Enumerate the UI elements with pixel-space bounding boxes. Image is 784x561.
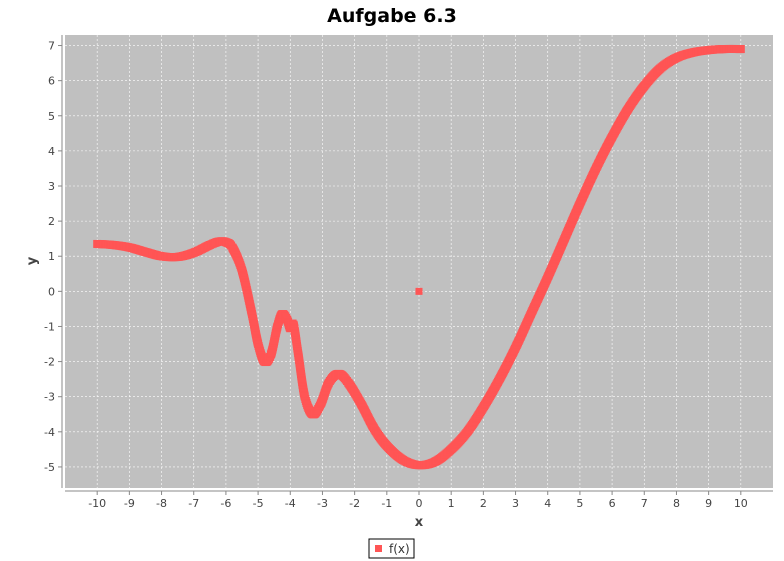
x-tick-label: -3 (317, 497, 328, 510)
x-tick-label: -10 (88, 497, 106, 510)
x-tick-label: 5 (576, 497, 583, 510)
isolated-data-point (415, 287, 423, 295)
x-tick-label: -1 (381, 497, 392, 510)
y-tick-label: -5 (44, 461, 55, 474)
x-tick-label: 2 (480, 497, 487, 510)
x-tick-label: 1 (448, 497, 455, 510)
y-axis-title: y (25, 256, 40, 265)
x-tick-label: 10 (734, 497, 748, 510)
x-tick-label: 0 (416, 497, 423, 510)
y-tick-label: 5 (48, 110, 55, 123)
x-tick-label: -4 (285, 497, 296, 510)
y-tick-label: -3 (44, 391, 55, 404)
y-tick-label: 0 (48, 285, 55, 298)
x-tick-label: -7 (188, 497, 199, 510)
x-tick-label: 8 (673, 497, 680, 510)
y-tick-label: -1 (44, 320, 55, 333)
y-tick-label: 1 (48, 250, 55, 263)
x-tick-label: 4 (544, 497, 551, 510)
x-tick-label: -2 (349, 497, 360, 510)
legend-box (368, 538, 415, 559)
x-tick-label: 9 (705, 497, 712, 510)
data-point (736, 45, 745, 54)
x-axis-title: x (415, 515, 424, 530)
x-tick-label: -8 (156, 497, 167, 510)
series-f-x (93, 44, 745, 470)
y-tick-label: -4 (44, 426, 55, 439)
legend: f(x) (368, 538, 415, 559)
y-tick-label: 3 (48, 180, 55, 193)
y-tick-label: 4 (48, 145, 55, 158)
y-tick-label: 2 (48, 215, 55, 228)
y-tick-label: -2 (44, 356, 55, 369)
x-tick-label: -9 (124, 497, 135, 510)
y-tick-label: 7 (48, 40, 55, 53)
x-tick-label: -5 (253, 497, 264, 510)
chart-title: Aufgabe 6.3 (327, 5, 457, 27)
x-tick-label: 7 (641, 497, 648, 510)
x-tick-label: 6 (609, 497, 616, 510)
y-axis-ticks: -5 -4 -3 -2 -1 0 1 2 3 4 5 6 7 (44, 40, 62, 474)
legend-swatch-f-x (375, 545, 382, 552)
legend-label-f-x: f(x) (389, 542, 410, 556)
x-axis-ticks: -10 -9 -8 -7 -6 -5 -4 -3 -2 -1 0 1 2 3 4 5 6 7 8 9 10 (88, 491, 748, 510)
x-tick-label: -6 (220, 497, 231, 510)
x-tick-label: 3 (512, 497, 519, 510)
y-tick-label: 6 (48, 75, 55, 88)
